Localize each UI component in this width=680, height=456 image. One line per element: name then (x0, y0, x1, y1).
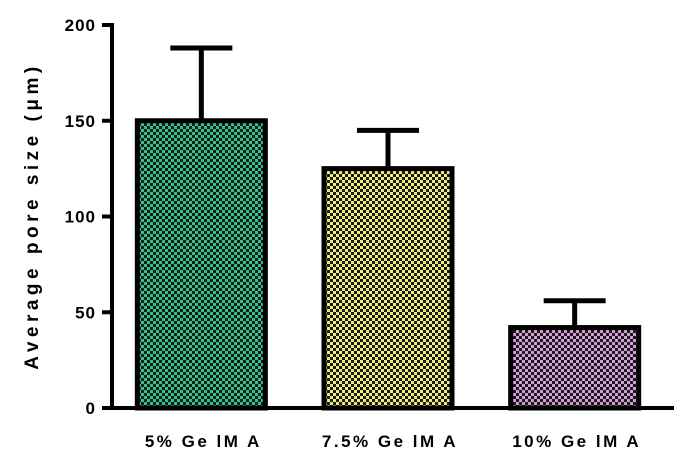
bar (134, 118, 268, 411)
y-tick-label: 200 (65, 16, 96, 35)
bar (321, 166, 455, 411)
x-category-label: 7.5% Ge lM A (322, 432, 458, 451)
y-ticks-group: 0 50 100 150 200 (65, 16, 112, 418)
bars-group (134, 45, 642, 411)
y-tick-label: 100 (65, 208, 96, 227)
y-tick-label: 0 (86, 399, 96, 418)
x-category-label: 5% Ge lM A (145, 432, 262, 451)
x-category-label: 10% Ge lM A (512, 432, 641, 451)
y-tick-label: 50 (75, 303, 96, 322)
y-tick-label: 150 (65, 112, 96, 131)
bar (508, 325, 642, 411)
x-category-labels-group: 5% Ge lM A 7.5% Ge lM A 10% Ge lM A (145, 432, 641, 451)
y-axis-title: Average pore size (μm) (22, 62, 43, 369)
